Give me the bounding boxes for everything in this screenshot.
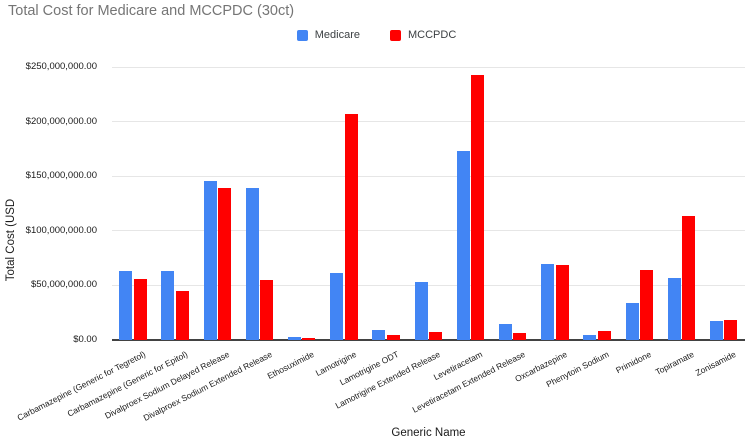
bar-medicare-12 xyxy=(625,302,639,340)
chart-title: Total Cost for Medicare and MCCPDC (30ct… xyxy=(8,3,295,19)
bar-mccpdc-12 xyxy=(640,270,653,340)
x-axis-line xyxy=(112,339,745,341)
plot-area xyxy=(112,66,745,341)
category-label: Zonisamide xyxy=(693,349,738,378)
y-tick-label: $100,000,000.00 xyxy=(25,224,97,236)
x-axis-title: Generic Name xyxy=(391,427,466,439)
bar-medicare-4 xyxy=(287,336,301,340)
y-tick-label: $0.00 xyxy=(73,334,97,345)
mccpdc-swatch-icon xyxy=(389,29,401,41)
bar-mccpdc-8 xyxy=(471,74,485,340)
legend-item-mccpdc: MCCPDC xyxy=(389,29,457,41)
y-axis-title: Total Cost (USD xyxy=(5,198,17,282)
category-label: Ethosuximide xyxy=(265,349,316,382)
bar-medicare-8 xyxy=(456,151,470,340)
bar-medicare-0 xyxy=(119,271,133,340)
bar-mccpdc-9 xyxy=(513,333,527,340)
bar-medicare-10 xyxy=(541,263,555,340)
bar-medicare-9 xyxy=(498,323,512,340)
bar-medicare-3 xyxy=(245,188,259,340)
gridline xyxy=(112,175,745,177)
bar-medicare-7 xyxy=(414,282,428,340)
gridline xyxy=(112,121,745,123)
bar-mccpdc-2 xyxy=(218,188,231,340)
bar-mccpdc-3 xyxy=(260,279,274,340)
y-tick-label: $250,000,000.00 xyxy=(25,61,97,72)
bar-medicare-5 xyxy=(330,273,344,340)
bar-mccpdc-6 xyxy=(386,335,400,340)
legend-label-medicare: Medicare xyxy=(314,29,360,41)
legend-item-medicare: Medicare xyxy=(296,29,360,41)
gridline xyxy=(112,230,745,232)
gridline xyxy=(112,66,745,68)
bar-mccpdc-11 xyxy=(597,330,611,340)
bar-mccpdc-7 xyxy=(429,331,442,340)
legend: Medicare MCCPDC xyxy=(0,29,753,41)
medicare-swatch-icon xyxy=(296,29,308,41)
y-tick-label: $200,000,000.00 xyxy=(25,115,97,127)
bar-mccpdc-5 xyxy=(344,113,358,340)
bar-medicare-14 xyxy=(709,321,723,340)
bar-medicare-6 xyxy=(372,330,386,340)
bar-mccpdc-4 xyxy=(302,337,316,340)
y-tick-label: $50,000,000.00 xyxy=(30,279,97,291)
bar-mccpdc-13 xyxy=(682,215,696,340)
category-label: Primidone xyxy=(614,349,654,376)
bar-medicare-1 xyxy=(161,271,175,340)
bar-medicare-13 xyxy=(667,277,681,340)
bar-mccpdc-0 xyxy=(133,278,147,340)
legend-label-mccpdc: MCCPDC xyxy=(407,29,457,41)
bar-mccpdc-14 xyxy=(724,320,738,340)
bar-medicare-2 xyxy=(203,180,217,340)
bar-medicare-11 xyxy=(583,335,597,340)
gridline xyxy=(112,284,745,286)
y-tick-label: $150,000,000.00 xyxy=(25,170,97,182)
category-label: Topiramate xyxy=(653,349,696,378)
bar-mccpdc-10 xyxy=(555,264,569,340)
bar-mccpdc-1 xyxy=(175,290,189,340)
